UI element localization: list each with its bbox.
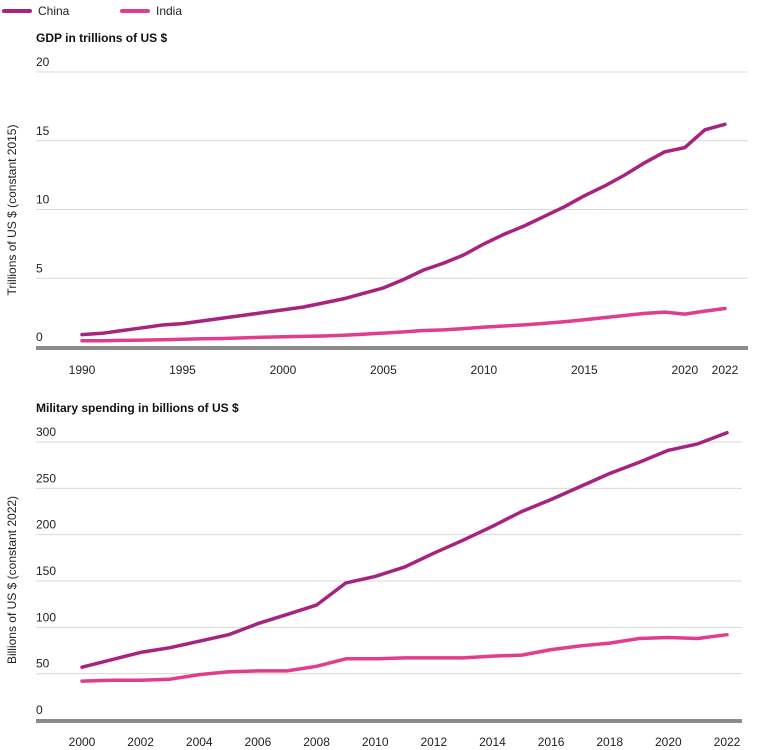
legend-label: India xyxy=(156,4,182,18)
y-tick-label: 50 xyxy=(36,657,50,671)
y-tick-label: 300 xyxy=(36,425,56,439)
series-line-india xyxy=(80,632,729,683)
y-tick-label: 150 xyxy=(36,564,56,578)
y-tick-label: 5 xyxy=(36,261,43,275)
y-axis-label: Trillions of US $ (constant 2015) xyxy=(5,125,19,296)
y-tick-label: 0 xyxy=(36,703,43,717)
chart-title: Military spending in billions of US $ xyxy=(36,401,239,415)
legend-item-india: India xyxy=(120,4,182,18)
x-tick-label: 2000 xyxy=(69,735,96,749)
x-tick-label: 2004 xyxy=(186,735,213,749)
x-tick-label: 2020 xyxy=(671,363,698,377)
y-axis-label: Billions of US $ (constant 2022) xyxy=(5,496,19,664)
y-tick-label: 200 xyxy=(36,518,56,532)
x-tick-label: 2006 xyxy=(245,735,272,749)
y-tick-label: 10 xyxy=(36,193,50,207)
x-tick-label: 2020 xyxy=(655,735,682,749)
series-line-india xyxy=(80,306,727,343)
series-line-china xyxy=(80,430,729,669)
x-tick-label: 2012 xyxy=(420,735,447,749)
y-tick-label: 20 xyxy=(36,55,50,69)
y-tick-label: 250 xyxy=(36,471,56,485)
x-tick-label: 2010 xyxy=(362,735,389,749)
x-tick-label: 2010 xyxy=(471,363,498,377)
x-tick-label: 2022 xyxy=(712,363,739,377)
chart-panel-2: Military spending in billions of US $ Bil… xyxy=(5,401,742,749)
x-tick-label: 2002 xyxy=(127,735,154,749)
x-tick-label: 1990 xyxy=(69,363,96,377)
legend-item-china: China xyxy=(2,4,70,18)
x-tick-label: 1995 xyxy=(169,363,196,377)
x-tick-label: 2018 xyxy=(596,735,623,749)
y-tick-label: 0 xyxy=(36,330,43,344)
y-tick-label: 15 xyxy=(36,124,50,138)
chart-panel-1: GDP in trillions of US $ Trillions of US … xyxy=(5,31,748,377)
x-tick-label: 2016 xyxy=(538,735,565,749)
x-tick-label: 2008 xyxy=(303,735,330,749)
chart-title: GDP in trillions of US $ xyxy=(36,31,167,45)
y-tick-label: 100 xyxy=(36,610,56,624)
x-tick-label: 2022 xyxy=(714,735,741,749)
x-tick-label: 2015 xyxy=(571,363,598,377)
series-line-china xyxy=(80,122,727,337)
x-tick-label: 2005 xyxy=(370,363,397,377)
legend-label: China xyxy=(38,4,70,18)
x-tick-label: 2014 xyxy=(479,735,506,749)
x-tick-label: 2000 xyxy=(270,363,297,377)
